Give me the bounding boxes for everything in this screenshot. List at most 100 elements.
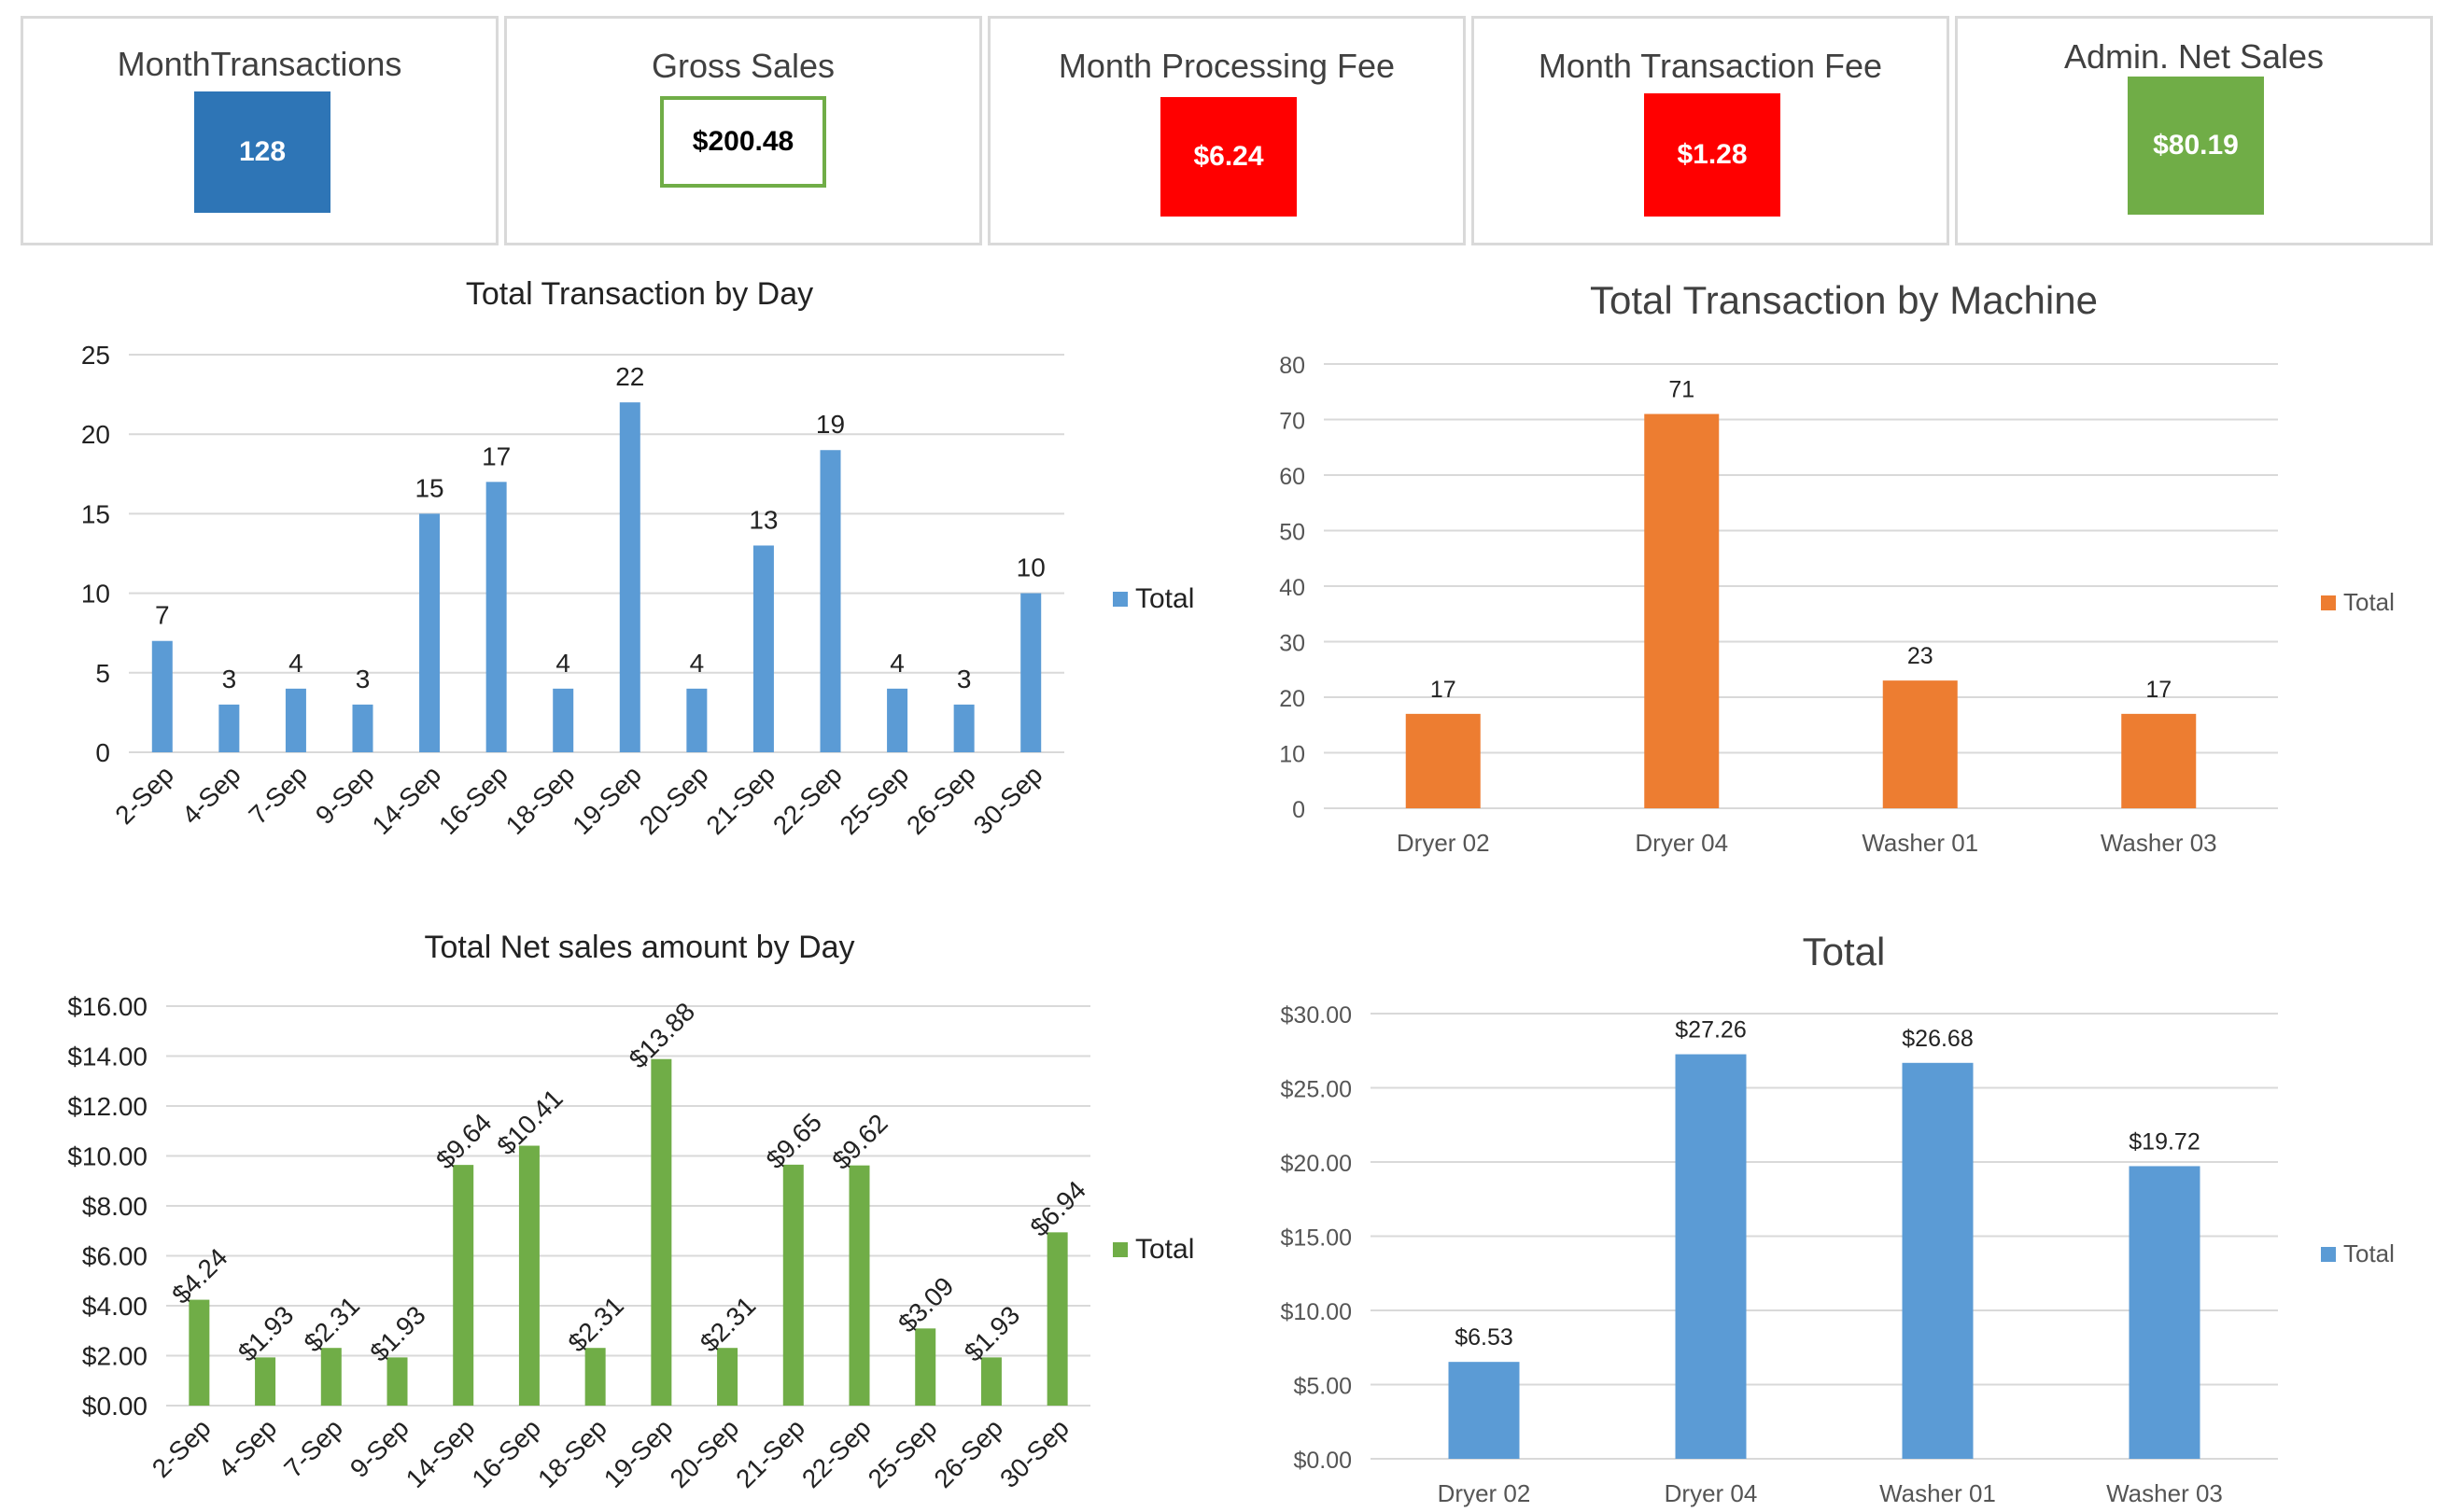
bar-22-Sep (820, 450, 841, 752)
bar-20-Sep (686, 688, 708, 752)
legend-swatch (1113, 1242, 1128, 1257)
category-label: Washer 01 (1862, 829, 1978, 857)
data-label: 4 (690, 649, 705, 678)
data-label: $27.26 (1675, 1017, 1746, 1043)
bar-4-Sep (255, 1357, 276, 1406)
data-label: 3 (957, 665, 972, 693)
bar-2-Sep (151, 640, 173, 752)
y-tick-label: $6.00 (82, 1242, 148, 1271)
bar-Dryer 02 (1405, 713, 1481, 808)
legend-swatch (1113, 592, 1128, 607)
chart-title-tx-by-day: Total Transaction by Day (465, 276, 814, 312)
bar-9-Sep (352, 704, 373, 752)
data-label: 22 (615, 362, 644, 391)
y-tick-label: 80 (1279, 353, 1305, 379)
bar-Dryer 02 (1448, 1362, 1520, 1459)
kpi-title: Month Processing Fee (1058, 47, 1396, 85)
kpi-value: $200.48 (660, 96, 826, 188)
y-tick-label: 15 (81, 499, 110, 528)
data-label: 3 (356, 665, 371, 693)
data-label: 13 (749, 505, 778, 534)
bar-Washer 01 (1882, 680, 1958, 808)
kpi-title: Gross Sales (651, 47, 836, 85)
y-tick-label: 25 (81, 341, 110, 370)
data-label: $6.53 (1455, 1324, 1513, 1351)
bar-19-Sep (651, 1058, 672, 1406)
data-label: 71 (1668, 377, 1694, 403)
kpi-card-admin-net-sales: Admin. Net Sales $80.19 (1955, 16, 2433, 245)
y-tick-label: 20 (81, 420, 110, 449)
legend-swatch (2321, 595, 2336, 610)
bar-25-Sep (887, 688, 908, 752)
bar-25-Sep (915, 1328, 936, 1406)
bar-30-Sep (1047, 1232, 1068, 1406)
category-label: Washer 03 (2101, 829, 2217, 857)
y-tick-label: $10.00 (67, 1142, 148, 1171)
bar-7-Sep (285, 688, 306, 752)
category-label: Dryer 04 (1635, 829, 1728, 857)
bar-9-Sep (387, 1357, 408, 1406)
y-tick-label: $0.00 (1293, 1448, 1352, 1474)
y-tick-label: $2.00 (82, 1342, 148, 1371)
bar-Washer 01 (1902, 1062, 1974, 1459)
bar-Dryer 04 (1644, 413, 1720, 808)
data-label: 10 (1017, 553, 1046, 582)
data-label: $19.72 (2129, 1128, 2200, 1155)
legend-label: Total (2343, 588, 2395, 616)
y-tick-label: 10 (1279, 742, 1305, 768)
y-tick-label: 70 (1279, 409, 1305, 435)
category-label: Dryer 02 (1397, 829, 1490, 857)
legend-label: Total (1135, 1234, 1195, 1265)
data-label: 19 (816, 410, 845, 439)
legend-tx-by-day: Total (1113, 583, 1194, 615)
y-tick-label: 5 (95, 659, 110, 688)
kpi-value: $80.19 (2128, 77, 2264, 215)
data-label: 4 (555, 649, 570, 678)
y-tick-label: $15.00 (1281, 1225, 1352, 1252)
kpi-value: $6.24 (1160, 97, 1297, 217)
y-tick-label: $12.00 (67, 1092, 148, 1121)
y-tick-label: $20.00 (1281, 1151, 1352, 1177)
y-tick-label: 10 (81, 580, 110, 609)
y-tick-label: $25.00 (1281, 1077, 1352, 1103)
kpi-value: 128 (194, 91, 330, 213)
bar-26-Sep (953, 704, 975, 752)
y-tick-label: $10.00 (1281, 1299, 1352, 1325)
data-label: 3 (222, 665, 237, 693)
kpi-card-processing-fee: Month Processing Fee $6.24 (988, 16, 1466, 245)
bar-2-Sep (189, 1299, 210, 1406)
y-tick-label: $16.00 (67, 992, 148, 1021)
data-label: 7 (155, 601, 170, 630)
bar-21-Sep (782, 1164, 804, 1406)
chart-title-net-by-machine: Total (1802, 930, 1886, 973)
legend-swatch (2321, 1246, 2336, 1262)
bar-18-Sep (584, 1348, 606, 1406)
bar-22-Sep (849, 1165, 870, 1406)
y-tick-label: 0 (95, 738, 110, 767)
data-label: 17 (1430, 677, 1456, 703)
data-label: $26.68 (1902, 1026, 1973, 1052)
data-label: 4 (288, 649, 303, 678)
kpi-card-transaction-fee: Month Transaction Fee $1.28 (1471, 16, 1949, 245)
chart-title-tx-by-machine: Total Transaction by Machine (1590, 278, 2098, 322)
data-label: 15 (415, 473, 443, 502)
data-label: 17 (482, 441, 511, 470)
bar-14-Sep (453, 1165, 474, 1406)
kpi-value: $1.28 (1644, 93, 1780, 217)
legend-label: Total (2343, 1239, 2395, 1267)
bar-4-Sep (218, 704, 240, 752)
data-label: 23 (1907, 643, 1933, 669)
y-tick-label: $0.00 (82, 1392, 148, 1421)
category-label: Dryer 02 (1438, 1479, 1531, 1507)
data-label: 17 (2145, 677, 2172, 703)
legend-tx-by-machine: Total (2321, 588, 2395, 617)
kpi-title: MonthTransactions (117, 45, 402, 83)
bar-20-Sep (717, 1348, 738, 1406)
legend-label: Total (1135, 583, 1195, 614)
y-tick-label: $5.00 (1293, 1374, 1352, 1400)
y-tick-label: 30 (1279, 631, 1305, 657)
bar-30-Sep (1020, 593, 1042, 752)
chart-title-net-by-day: Total Net sales amount by Day (424, 930, 855, 965)
